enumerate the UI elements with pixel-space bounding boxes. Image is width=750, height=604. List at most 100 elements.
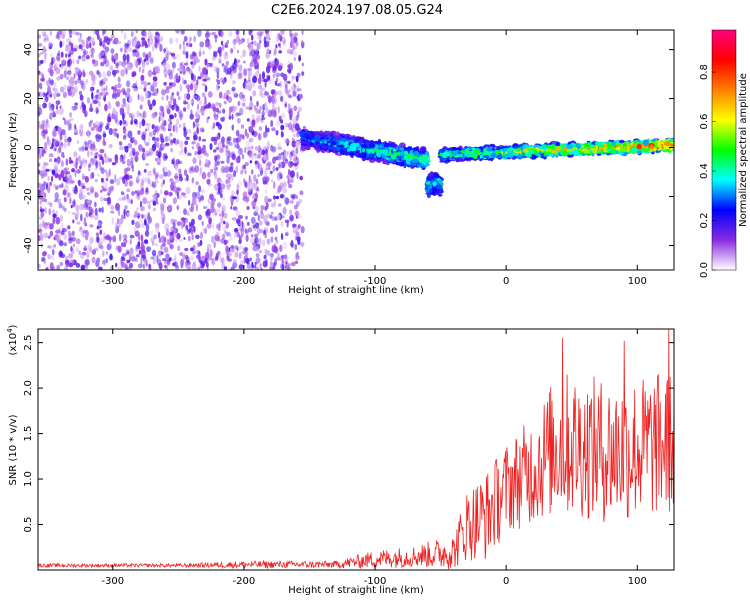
spectrogram-cell xyxy=(140,74,145,81)
spectrogram-cell xyxy=(164,223,169,231)
spectrogram-cell xyxy=(143,81,147,89)
spectrogram-cell xyxy=(149,33,154,38)
spectrogram-cell xyxy=(199,263,202,267)
spectrogram-cell xyxy=(59,73,64,80)
spectrogram-cell xyxy=(331,141,337,146)
spectrogram-cell xyxy=(275,91,279,95)
spectrogram-cell xyxy=(53,183,57,188)
spectrogram-cell xyxy=(105,251,108,255)
spectrogram-cell xyxy=(123,215,126,220)
spectrogram-cell xyxy=(115,64,119,69)
spectrogram-cell xyxy=(236,246,239,252)
spectrogram-cell xyxy=(147,203,152,210)
spectrogram-cell xyxy=(49,115,52,123)
spectrogram-cell xyxy=(291,75,294,82)
spectrogram-cell xyxy=(221,44,225,51)
spectrogram-cell xyxy=(173,181,176,186)
spectrogram-cell xyxy=(174,165,179,171)
spectrogram-cell xyxy=(224,165,230,173)
spectrogram-cell xyxy=(288,184,293,189)
spectrogram-cell xyxy=(235,165,238,173)
spectrogram-cell xyxy=(152,99,156,107)
spectrogram-cell xyxy=(283,151,289,157)
spectrogram-cell xyxy=(95,232,100,237)
spectrogram-cell xyxy=(257,77,262,85)
spectrogram-cell xyxy=(293,32,298,37)
spectrogram-cell xyxy=(114,222,118,230)
spectrogram-cell xyxy=(38,107,43,116)
spectrogram-cell xyxy=(118,141,123,146)
spectrogram-cell xyxy=(165,135,169,143)
spectrogram-cell xyxy=(258,237,262,245)
spectrogram-cell xyxy=(113,115,118,122)
spectrogram-cell xyxy=(66,64,71,68)
spectrogram-cell xyxy=(230,266,235,270)
spectrogram-cell xyxy=(132,39,134,48)
spectrogram-cell xyxy=(48,45,53,50)
spectrogram-cell xyxy=(143,110,147,119)
spectrogram-cell xyxy=(126,193,129,200)
spectrogram-cell xyxy=(240,54,243,59)
spectrogram-cell xyxy=(240,260,244,266)
spectrogram-cell xyxy=(225,222,229,229)
spectrogram-cell xyxy=(62,154,65,159)
spectrogram-cell xyxy=(431,187,438,192)
spectrogram-cell xyxy=(156,125,160,132)
spectrogram-cell xyxy=(139,85,143,90)
spectrogram-cell xyxy=(238,264,244,270)
spectrogram-cell xyxy=(58,107,64,116)
spectrogram-cell xyxy=(129,262,133,269)
spectrogram-cell xyxy=(244,250,249,258)
spectrogram-cell xyxy=(259,170,263,177)
spectrogram-cell xyxy=(107,116,112,123)
spectrogram-cell xyxy=(225,51,228,57)
spectrogram-cell xyxy=(392,153,397,159)
spectrogram-cell xyxy=(39,72,43,76)
spectrogram-cell xyxy=(85,159,88,164)
spectrogram-cell xyxy=(432,181,437,187)
spectrogram-cell xyxy=(62,91,67,98)
spectrogram-cell xyxy=(189,43,193,48)
spectrogram-cell xyxy=(75,105,78,110)
spectrogram-cell xyxy=(180,258,185,266)
spectrogram-cell xyxy=(38,104,42,109)
spectrogram-cell xyxy=(89,103,93,111)
spectrogram-cell xyxy=(226,39,229,45)
spectrogram-cell xyxy=(242,60,246,64)
spectrogram-cell xyxy=(86,192,91,196)
spectrogram-cell xyxy=(209,252,213,261)
spectrogram-cell xyxy=(126,53,130,62)
spectrogram-cell xyxy=(126,87,131,93)
spectrogram-cell xyxy=(55,100,61,105)
spectrogram-cell xyxy=(134,210,138,218)
spectrogram-cell xyxy=(175,73,179,80)
spectrogram-cell xyxy=(99,149,105,154)
spectrogram-cell xyxy=(75,238,81,245)
spectrogram-cell xyxy=(101,71,107,80)
spectrogram-cell xyxy=(74,85,78,94)
spectrogram-cell xyxy=(38,143,41,147)
spectrogram-cell xyxy=(82,50,88,56)
spectrogram-cell xyxy=(199,172,202,177)
spectrogram-cell xyxy=(88,246,92,253)
spectrogram-cell xyxy=(90,37,95,45)
spectrogram-cell xyxy=(47,253,51,260)
spectrogram-cell xyxy=(251,61,255,67)
spectrogram-cell xyxy=(57,52,60,56)
spectrogram-cell xyxy=(400,161,405,167)
spectrogram-cell xyxy=(257,154,261,159)
spectrogram-cell xyxy=(163,69,168,76)
spectrogram-cell xyxy=(147,69,153,78)
spectrogram-cell xyxy=(76,59,80,65)
spectrogram-cell xyxy=(76,169,81,174)
spectrogram-cell xyxy=(275,130,279,136)
spectrogram-cell xyxy=(258,126,263,131)
spectrogram-cell xyxy=(303,146,309,149)
spectrogram-cell xyxy=(289,214,294,222)
spectrogram-cell xyxy=(264,104,268,110)
spectrogram-cell xyxy=(259,228,264,234)
spectrogram-cell xyxy=(130,156,134,164)
spectrogram-cell xyxy=(287,103,291,110)
spectrogram-cell xyxy=(48,90,52,94)
spectrogram-cell xyxy=(199,231,204,240)
